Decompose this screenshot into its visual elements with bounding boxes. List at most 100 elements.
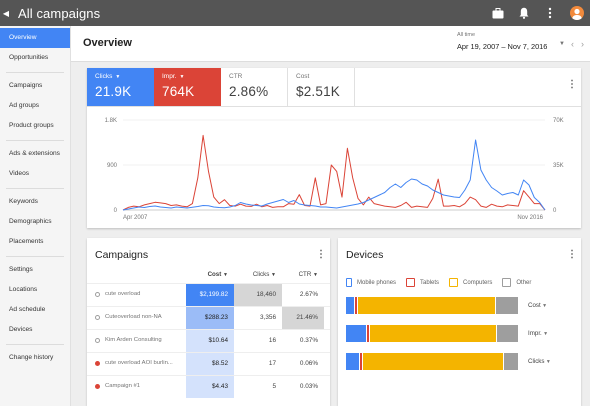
page-header: Overview All time Apr 19, 2007 – Nov 7, … (71, 26, 590, 62)
clicks-cell: 3,356 (234, 307, 282, 329)
ctr-cell: 21.46% (282, 307, 324, 329)
y-left-tick-label: 0 (114, 208, 118, 214)
x-end-label: Nov 2016 (517, 215, 543, 221)
sidebar-item-ad-groups[interactable]: Ad groups (9, 102, 40, 109)
sidebar-item-settings[interactable]: Settings (9, 266, 33, 273)
chevron-right-icon[interactable]: › (581, 39, 584, 49)
top-bar: ◀ All campaigns (0, 0, 590, 26)
ctr-cell: 0.06% (282, 353, 324, 375)
sidebar-item-ad-schedule[interactable]: Ad schedule (9, 306, 46, 313)
campaign-name-link[interactable]: cute overload (105, 291, 141, 297)
metric-value: 2.86% (229, 84, 269, 99)
metric-value: $2.51K (296, 84, 340, 99)
campaign-name-link[interactable]: Cuteoverload non-NA (105, 314, 162, 320)
sidebar-item-opportunities[interactable]: Opportunities (9, 54, 49, 61)
notifications-bell-icon[interactable] (518, 7, 530, 19)
ctr-cell: 0.37% (282, 330, 324, 352)
metric-label: CTR (229, 73, 243, 80)
chevron-left-icon[interactable]: ‹ (571, 39, 574, 49)
bar-segment (366, 325, 371, 342)
sidebar-item-demographics[interactable]: Demographics (9, 218, 52, 225)
metric-tile-impressions[interactable]: Impr. ▼ 764K (154, 68, 221, 106)
metric-select[interactable]: Impr. ▼ (528, 330, 548, 337)
metric-select[interactable]: Clicks ▼ (528, 358, 551, 365)
table-row[interactable]: cute overload AOI burlin... $8.52 17 0.06% (87, 352, 330, 375)
table-row[interactable]: Cuteoverload non-NA $288.23 3,356 21.46% (87, 306, 330, 329)
status-paused-icon (95, 338, 100, 343)
tablet-icon (406, 278, 416, 287)
dropdown-arrow-icon: ▼ (313, 272, 318, 278)
ctr-cell: 0.03% (282, 376, 324, 398)
metric-value: 764K (162, 84, 195, 99)
dropdown-arrow-icon: ▼ (271, 272, 276, 278)
status-paused-icon (95, 292, 100, 297)
legend-label: Mobile phones (357, 279, 397, 286)
table-row[interactable]: cute overload $2,199.82 18,460 2.67% (87, 283, 330, 306)
dropdown-arrow-icon: ▼ (115, 73, 121, 80)
more-vert-icon[interactable] (544, 7, 556, 19)
more-vert-icon[interactable]: ⋮ (567, 79, 577, 90)
sidebar-item-campaigns[interactable]: Campaigns (9, 82, 43, 89)
campaign-name-link[interactable]: cute overload AOI burlin... (105, 360, 173, 366)
campaign-name-link[interactable]: Campaign #1 (105, 383, 141, 389)
y-right-tick-label: 35K (553, 163, 564, 169)
sidebar-item-overview[interactable]: Overview (0, 28, 70, 48)
column-header-cost[interactable]: Cost ▼ (186, 271, 234, 278)
column-header-ctr[interactable]: CTR ▼ (282, 271, 324, 278)
divider (6, 140, 64, 141)
column-header-label: Cost (207, 271, 222, 278)
clicks-cell: 17 (234, 353, 282, 375)
metric-select-label: Cost (528, 302, 541, 309)
metric-value: 21.9K (95, 84, 132, 99)
column-header-label: Clicks (252, 271, 270, 278)
status-removed-icon (95, 361, 100, 366)
metric-tile-cost[interactable]: Cost $2.51K (288, 68, 355, 106)
page-title: Overview (83, 37, 132, 49)
x-start-label: Apr 2007 (123, 215, 148, 221)
sidebar-item-placements[interactable]: Placements (9, 238, 44, 245)
dropdown-arrow-icon[interactable]: ▼ (559, 41, 565, 47)
bar-segment (358, 297, 496, 314)
sidebar-item-product-groups[interactable]: Product groups (9, 122, 54, 129)
sidebar-item-devices[interactable]: Devices (9, 326, 33, 333)
devices-card: Devices ⋮ Mobile phones Tablets Computers O… (338, 238, 581, 406)
sidebar-item-keywords[interactable]: Keywords (9, 198, 38, 205)
card-title: Campaigns (95, 249, 149, 261)
bar-segment (504, 353, 518, 370)
sidebar-item-change-history[interactable]: Change history (9, 354, 54, 361)
briefcase-icon[interactable] (492, 7, 504, 19)
table-row[interactable]: Kim Arden Consulting $10.64 16 0.37% (87, 329, 330, 352)
divider (87, 106, 581, 107)
metric-label: Clicks (95, 73, 113, 80)
date-range-selector[interactable]: Apr 19, 2007 – Nov 7, 2016 (457, 42, 548, 51)
account-avatar[interactable] (570, 6, 584, 20)
device-share-bar (346, 353, 518, 370)
impressions-series-line (122, 134, 546, 211)
device-share-bar (346, 325, 518, 342)
campaigns-card: Campaigns ⋮ Cost ▼ Clicks ▼ CTR ▼ cute o… (87, 238, 330, 406)
legend-item: Tablets (406, 278, 439, 287)
more-vert-icon[interactable]: ⋮ (567, 249, 577, 260)
more-vert-icon[interactable]: ⋮ (316, 249, 326, 260)
cost-cell: $2,199.82 (186, 284, 234, 306)
metric-tile-clicks[interactable]: Clicks ▼ 21.9K (87, 68, 154, 106)
column-header-clicks[interactable]: Clicks ▼ (234, 271, 282, 278)
column-header-label: CTR (298, 271, 312, 278)
metric-select-label: Clicks (528, 358, 545, 365)
back-arrow-icon[interactable]: ◀ (2, 8, 10, 18)
divider (6, 72, 64, 73)
metric-tile-ctr[interactable]: CTR 2.86% (221, 68, 288, 106)
top-bar-actions (492, 0, 584, 26)
divider (6, 256, 64, 257)
status-removed-icon (95, 384, 100, 389)
mobile-phone-icon (346, 278, 352, 287)
campaign-name-link[interactable]: Kim Arden Consulting (105, 337, 162, 343)
sidebar-item-videos[interactable]: Videos (9, 170, 30, 177)
ctr-cell: 2.67% (282, 284, 324, 306)
table-row[interactable]: Campaign #1 $4.43 5 0.03% (87, 375, 330, 398)
clicks-cell: 5 (234, 376, 282, 398)
device-share-bar (346, 297, 518, 314)
sidebar-item-ads-extensions[interactable]: Ads & extensions (9, 150, 60, 157)
metric-select[interactable]: Cost ▼ (528, 302, 547, 309)
sidebar-item-locations[interactable]: Locations (9, 286, 38, 293)
